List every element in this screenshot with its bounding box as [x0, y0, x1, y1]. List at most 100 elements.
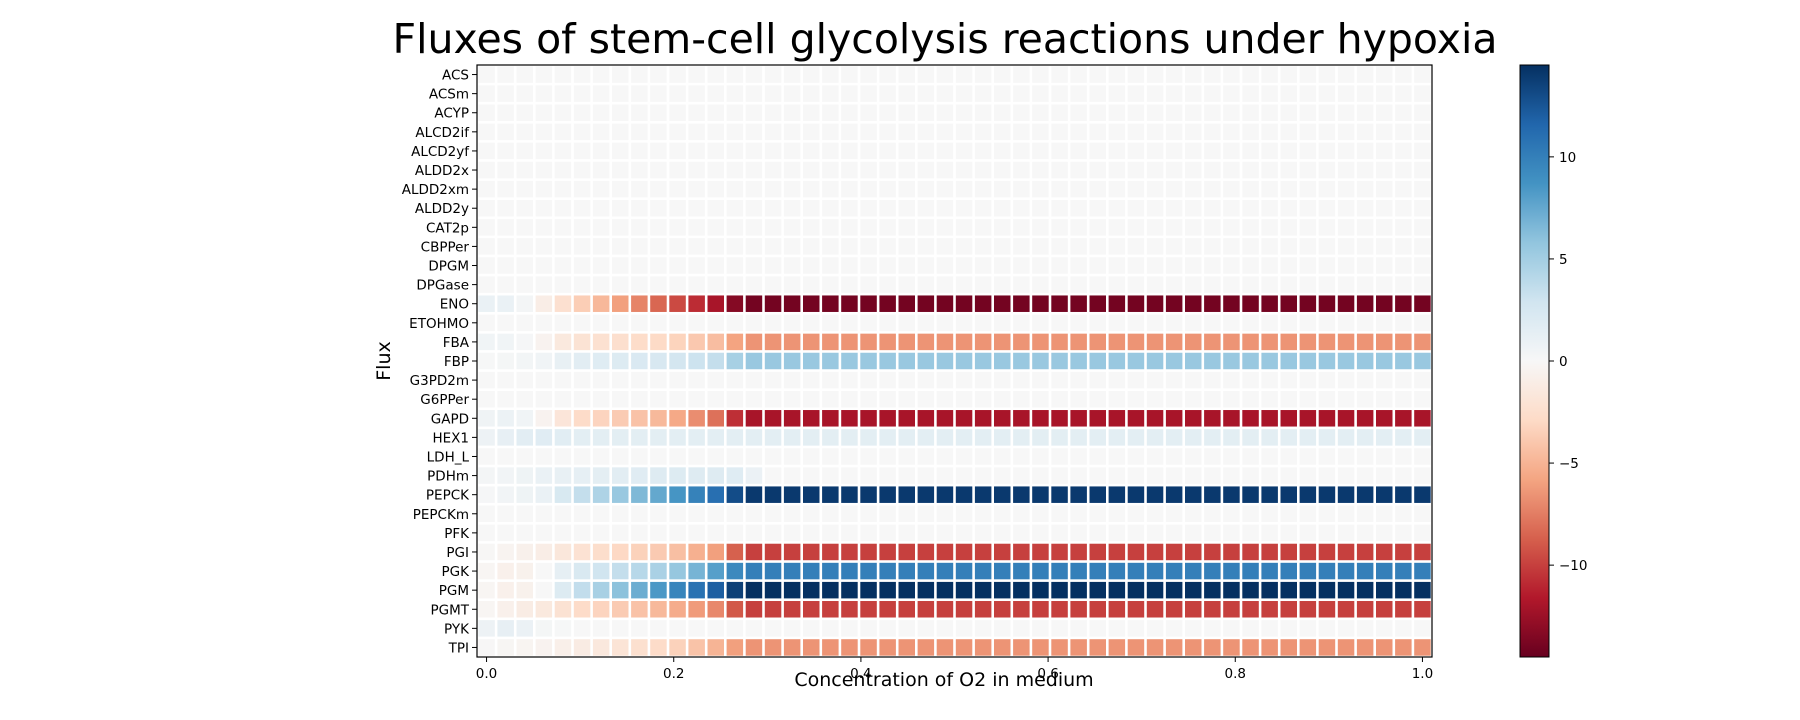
heatmap-cell: [669, 333, 686, 351]
heatmap-cell: [898, 352, 915, 370]
heatmap-cell: [1127, 390, 1145, 408]
heatmap-cell: [841, 276, 858, 293]
heatmap-cell: [803, 161, 820, 179]
heatmap-cell: [1108, 276, 1126, 293]
heatmap-cell: [1146, 505, 1164, 523]
heatmap-cell: [1376, 371, 1393, 389]
heatmap-cell: [1070, 562, 1087, 580]
heatmap-cell: [592, 333, 610, 351]
heatmap-cell: [1051, 161, 1068, 179]
heatmap-cell: [841, 333, 858, 351]
heatmap-cell: [1165, 123, 1183, 141]
heatmap-cell: [554, 524, 572, 542]
heatmap-cell: [745, 486, 763, 503]
heatmap-cell: [1356, 390, 1374, 408]
heatmap-cell: [1185, 142, 1202, 160]
heatmap-cell: [783, 180, 801, 198]
heatmap-cell: [955, 371, 973, 389]
heatmap-cell: [745, 448, 763, 465]
heatmap-cell: [803, 219, 820, 236]
heatmap-cell: [1414, 276, 1431, 293]
heatmap-cell: [1204, 505, 1221, 523]
heatmap-cell: [1395, 620, 1412, 637]
heatmap-cell: [516, 199, 533, 217]
heatmap-cell: [974, 142, 992, 160]
heatmap-cell: [994, 639, 1011, 656]
colorbar-tick-label: 5: [1559, 252, 1568, 268]
heatmap-cell: [1356, 123, 1374, 141]
heatmap-cell: [917, 467, 935, 484]
heatmap-cell: [1414, 104, 1431, 121]
heatmap-cell: [1146, 314, 1164, 332]
heatmap-cell: [669, 620, 686, 637]
heatmap-cell: [1376, 123, 1393, 141]
heatmap-cell: [707, 276, 724, 293]
heatmap-cell: [745, 639, 763, 656]
heatmap-cell: [1051, 371, 1068, 389]
heatmap-cell: [1146, 161, 1164, 179]
heatmap-cell: [1318, 295, 1336, 312]
heatmap-cell: [1337, 601, 1355, 618]
heatmap-cell: [726, 639, 744, 656]
heatmap-cell: [497, 219, 514, 236]
heatmap-cell: [917, 601, 935, 618]
y-tick-label: G6PPer: [420, 392, 469, 408]
heatmap-cell: [1185, 161, 1202, 179]
heatmap-cell: [669, 123, 686, 141]
heatmap-cell: [803, 66, 820, 83]
heatmap-cell: [1108, 142, 1126, 160]
heatmap-cell: [1108, 104, 1126, 121]
heatmap-cell: [612, 448, 629, 465]
heatmap-cell: [879, 581, 896, 599]
heatmap-cell: [650, 486, 667, 503]
heatmap-cell: [669, 410, 686, 427]
heatmap-cell: [1146, 581, 1164, 599]
heatmap-cell: [1376, 639, 1393, 656]
heatmap-cell: [688, 104, 705, 121]
heatmap-cell: [1376, 543, 1393, 561]
heatmap-cell: [745, 543, 763, 561]
heatmap-cell: [1280, 180, 1297, 198]
heatmap-cell: [1089, 620, 1106, 637]
heatmap-cell: [955, 620, 973, 637]
heatmap-cell: [1242, 371, 1259, 389]
heatmap-cell: [1032, 180, 1049, 198]
heatmap-cell: [554, 505, 572, 523]
heatmap-cell: [936, 276, 954, 293]
heatmap-cell: [1204, 142, 1221, 160]
heatmap-cell: [1032, 295, 1049, 312]
heatmap-cell: [860, 486, 877, 503]
heatmap-cell: [1356, 562, 1374, 580]
heatmap-cell: [1089, 601, 1106, 618]
heatmap-cell: [1165, 352, 1183, 370]
heatmap-cell: [554, 467, 572, 484]
heatmap-cell: [1280, 276, 1297, 293]
heatmap-cell: [994, 199, 1011, 217]
heatmap-cell: [726, 238, 744, 255]
heatmap-cell: [860, 390, 877, 408]
heatmap-cell: [1261, 219, 1278, 236]
heatmap-cell: [1185, 276, 1202, 293]
heatmap-cell: [497, 639, 514, 656]
heatmap-cell: [1395, 581, 1412, 599]
heatmap-cell: [631, 161, 648, 179]
y-tick-label: PGMT: [431, 602, 470, 618]
heatmap-cell: [1223, 104, 1240, 121]
heatmap-cell: [1318, 390, 1336, 408]
heatmap-cell: [898, 448, 915, 465]
heatmap-cell: [822, 314, 839, 332]
heatmap-cell: [554, 639, 572, 656]
heatmap-cell: [898, 199, 915, 217]
heatmap-cell: [478, 486, 495, 503]
heatmap-cell: [822, 524, 839, 542]
heatmap-cell: [1337, 543, 1355, 561]
heatmap-cell: [1127, 371, 1145, 389]
heatmap-cell: [1127, 352, 1145, 370]
heatmap-cell: [783, 524, 801, 542]
heatmap-cell: [554, 180, 572, 198]
heatmap-cell: [1032, 161, 1049, 179]
heatmap-cell: [1356, 104, 1374, 121]
heatmap-cell: [1204, 448, 1221, 465]
heatmap-cell: [879, 161, 896, 179]
heatmap-cell: [535, 429, 553, 446]
